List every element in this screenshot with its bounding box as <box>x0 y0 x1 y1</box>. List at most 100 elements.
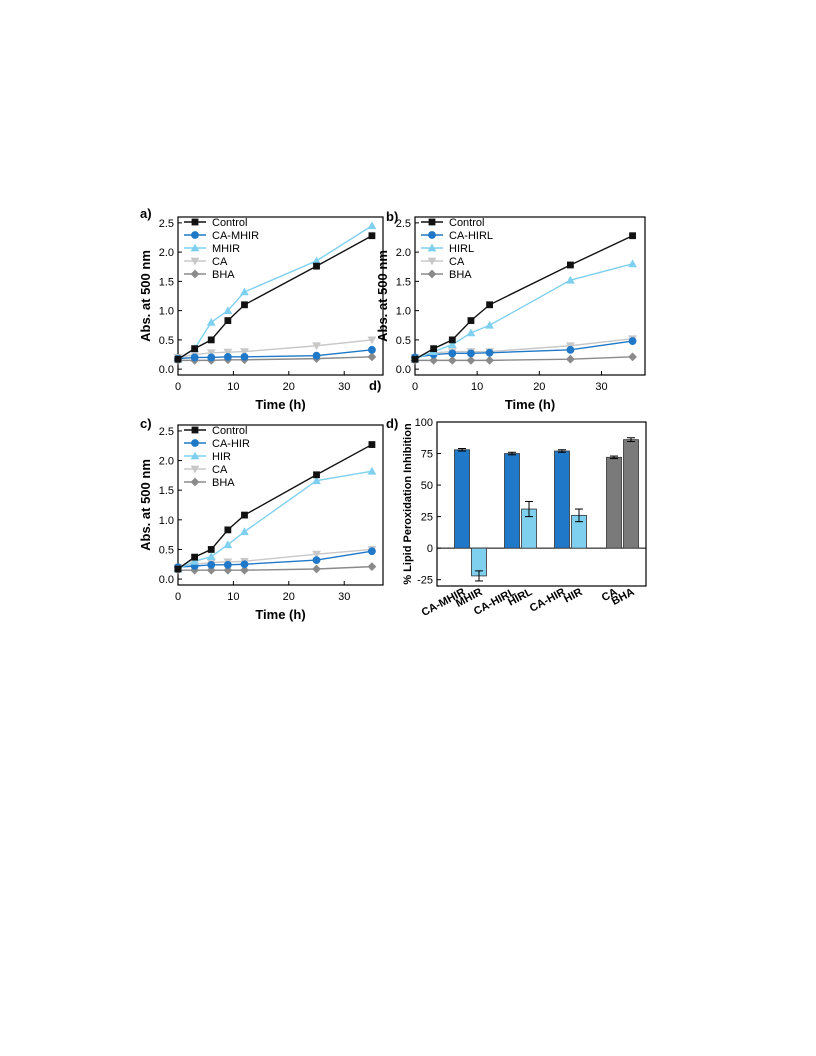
x-tick-label: 0 <box>175 381 181 393</box>
data-point <box>240 348 249 356</box>
legend-marker <box>190 451 200 460</box>
y-tick-label: 2.0 <box>159 247 174 259</box>
y-tick-label: 0.0 <box>159 574 174 586</box>
data-point <box>448 336 456 344</box>
data-point <box>430 345 438 353</box>
data-point <box>224 317 232 324</box>
x-tick-label: 0 <box>175 591 181 603</box>
data-point <box>240 565 249 575</box>
data-point <box>312 564 321 574</box>
series-line-hir <box>177 470 373 570</box>
data-point <box>312 550 321 559</box>
data-point <box>207 336 215 344</box>
x-tick-label: 30 <box>338 591 350 603</box>
data-point <box>190 353 199 362</box>
legend-marker <box>190 465 200 474</box>
data-point <box>367 336 377 345</box>
panel-label: a) <box>140 206 152 221</box>
data-point <box>312 476 321 485</box>
y-tick-label: 1.5 <box>396 276 411 288</box>
y-tick-label: 0.5 <box>159 335 174 347</box>
data-point <box>207 353 216 362</box>
chart-panel-b: 0.0 0.5 1.0 1.5 2.0 2.5 0 10 20 30 Time (h) Abs. at… <box>375 209 646 412</box>
data-point <box>224 526 232 534</box>
data-point <box>206 317 216 326</box>
legend-marker <box>427 257 437 266</box>
stray-panel-label: d) <box>369 378 381 393</box>
data-point <box>206 349 216 358</box>
bar <box>606 456 622 549</box>
x-tick-label: 10 <box>471 381 483 393</box>
y-tick-label: 2.5 <box>159 218 174 230</box>
data-point <box>240 287 249 296</box>
data-point <box>567 261 574 269</box>
data-point <box>368 441 376 448</box>
data-point <box>485 355 494 365</box>
x-axis-label: Time (h) <box>255 607 305 622</box>
legend-marker <box>191 231 199 239</box>
y-tick-label: 0.5 <box>159 544 174 556</box>
data-point <box>367 562 377 572</box>
legend-marker <box>191 439 199 447</box>
y-tick-label: 75 <box>421 449 433 461</box>
data-point <box>368 345 376 354</box>
y-axis-label: Abs. at 500 nm <box>375 250 390 342</box>
y-axis-label: % Lipid Peroxidation Inhibition <box>402 423 414 585</box>
legend-label: BHA <box>212 269 235 281</box>
data-point <box>368 547 376 556</box>
legend-marker <box>428 218 436 226</box>
y-tick-label: 1.0 <box>159 515 174 527</box>
plot-frame <box>177 424 384 586</box>
data-point <box>240 527 249 536</box>
data-point <box>207 546 215 553</box>
legend-marker <box>190 477 200 487</box>
y-tick-label: 25 <box>421 512 433 524</box>
data-point <box>429 355 439 365</box>
legend-label: CA-MHIR <box>212 230 259 242</box>
bar <box>454 449 470 549</box>
series-line-hirl <box>414 263 633 360</box>
data-point <box>223 306 233 315</box>
series-line-control <box>177 443 373 570</box>
data-point <box>313 262 320 270</box>
data-point <box>467 317 475 324</box>
data-point <box>466 328 476 337</box>
legend-label: HIRL <box>449 243 474 255</box>
bar <box>554 450 570 549</box>
legend-marker <box>190 269 200 279</box>
data-point <box>207 560 216 569</box>
data-point <box>447 355 457 365</box>
data-point <box>191 345 199 353</box>
data-point <box>367 352 377 362</box>
y-tick-label: 100 <box>415 417 433 429</box>
legend-marker <box>191 218 199 226</box>
bar <box>504 453 520 549</box>
legend-marker <box>191 426 199 434</box>
data-point <box>206 552 216 560</box>
category-label: CA-HIR <box>528 586 568 615</box>
data-point <box>223 348 233 357</box>
x-tick-label: 10 <box>227 591 239 603</box>
data-point <box>312 342 321 351</box>
y-tick-label: 50 <box>421 480 433 492</box>
panel-label: b) <box>386 209 398 224</box>
data-point <box>223 540 233 549</box>
data-point <box>566 354 575 364</box>
x-tick-label: 10 <box>227 381 239 393</box>
y-tick-label: 2.5 <box>396 218 411 230</box>
y-tick-label: 2.0 <box>159 456 174 468</box>
category-label: HIR <box>562 586 584 606</box>
y-tick-label: 0.0 <box>396 364 411 376</box>
data-point <box>485 320 494 329</box>
series-line-mhir <box>177 225 373 360</box>
data-point <box>447 340 457 348</box>
data-point <box>240 560 249 569</box>
y-tick-label: 0.5 <box>396 335 411 347</box>
plot-frame <box>177 216 384 376</box>
data-point <box>367 466 377 475</box>
x-tick-label: 0 <box>412 381 418 393</box>
data-point <box>312 351 321 360</box>
legend-marker <box>427 269 437 279</box>
chart-panel-c: 0.0 0.5 1.0 1.5 2.0 2.5 0 10 20 30 Time (h) Abs. at… <box>138 416 384 622</box>
